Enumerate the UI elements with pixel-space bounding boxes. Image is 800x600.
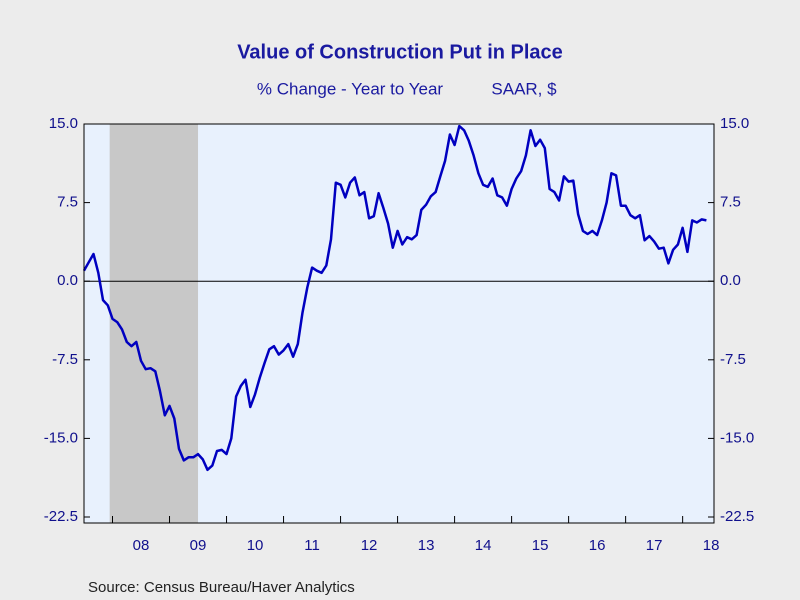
x-tick-label: 13 — [418, 537, 435, 554]
x-tick-label: 11 — [304, 537, 320, 554]
x-tick-label: 09 — [190, 537, 207, 554]
y2-tick-label: 0.0 — [720, 272, 741, 289]
chart-subtitle: SAAR, $ — [491, 79, 557, 98]
x-tick-label: 14 — [475, 537, 492, 554]
source-note: Source: Census Bureau/Haver Analytics — [88, 579, 355, 596]
y2-tick-label: 15.0 — [720, 115, 749, 132]
x-tick-label: 18 — [703, 537, 720, 554]
y-tick-label: 7.5 — [57, 194, 78, 211]
y2-tick-label: -7.5 — [720, 351, 746, 368]
data-line — [82, 124, 707, 472]
plot-frame — [83, 123, 715, 524]
y2-tick-label: -22.5 — [720, 508, 754, 525]
chart-subtitle: % Change - Year to Year — [257, 79, 444, 98]
y-tick-label: -22.5 — [44, 508, 78, 525]
y-tick-label: -7.5 — [52, 351, 78, 368]
x-tick-label: 17 — [646, 537, 663, 554]
x-tick-label: 12 — [361, 537, 378, 554]
y2-tick-label: 7.5 — [720, 194, 741, 211]
y-tick-label: 0.0 — [57, 272, 78, 289]
x-tick-label: 15 — [532, 537, 549, 554]
y-tick-label: 15.0 — [49, 115, 78, 132]
recession-shade — [109, 124, 199, 523]
y2-tick-label: -15.0 — [720, 429, 754, 446]
x-tick-label: 10 — [247, 537, 264, 554]
chart-title: Value of Construction Put in Place — [237, 41, 563, 63]
y-tick-label: -15.0 — [44, 429, 78, 446]
x-tick-label: 16 — [589, 537, 606, 554]
x-tick-label: 08 — [133, 537, 150, 554]
